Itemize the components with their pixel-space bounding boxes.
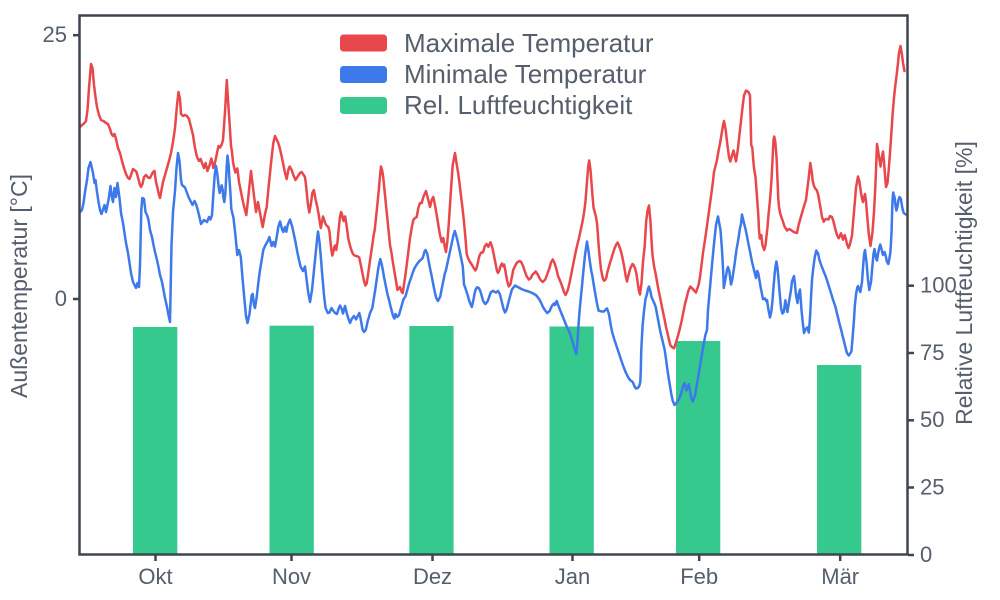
svg-text:0: 0	[55, 286, 67, 311]
svg-text:0: 0	[920, 542, 932, 567]
svg-text:Rel. Luftfeuchtigkeit: Rel. Luftfeuchtigkeit	[404, 90, 633, 120]
svg-text:100: 100	[920, 273, 957, 298]
svg-text:Feb: Feb	[680, 564, 718, 589]
svg-text:75: 75	[920, 340, 944, 365]
svg-text:25: 25	[920, 474, 944, 499]
svg-text:Relative Luftfeuchtigkeit [%]: Relative Luftfeuchtigkeit [%]	[951, 141, 977, 425]
svg-text:Okt: Okt	[138, 564, 172, 589]
svg-text:25: 25	[43, 22, 67, 47]
svg-text:50: 50	[920, 407, 944, 432]
svg-text:Nov: Nov	[272, 564, 311, 589]
svg-text:Außentemperatur [°C]: Außentemperatur [°C]	[6, 174, 32, 398]
svg-text:Mär: Mär	[821, 564, 859, 589]
svg-text:Maximale Temperatur: Maximale Temperatur	[404, 28, 654, 58]
svg-text:Dez: Dez	[413, 564, 452, 589]
svg-text:Minimale Temperatur: Minimale Temperatur	[404, 59, 647, 89]
svg-text:Jan: Jan	[555, 564, 590, 589]
